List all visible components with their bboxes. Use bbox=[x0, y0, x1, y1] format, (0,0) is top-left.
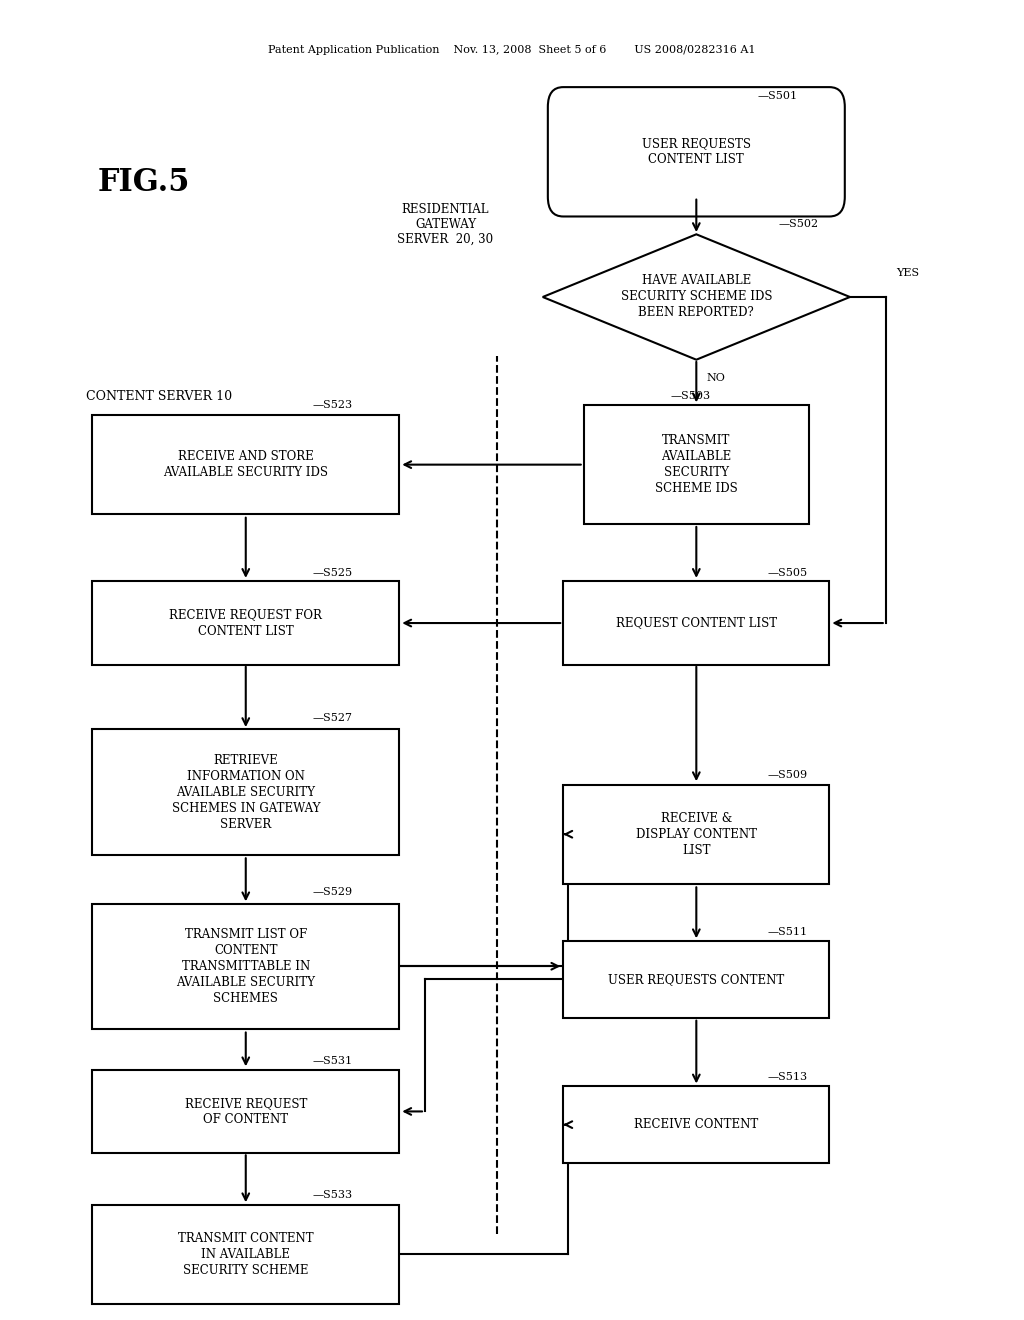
Text: FIG.5: FIG.5 bbox=[97, 166, 189, 198]
Text: RECEIVE &
DISPLAY CONTENT
LIST: RECEIVE & DISPLAY CONTENT LIST bbox=[636, 812, 757, 857]
Text: USER REQUESTS CONTENT: USER REQUESTS CONTENT bbox=[608, 973, 784, 986]
FancyBboxPatch shape bbox=[563, 581, 829, 664]
Text: —S531: —S531 bbox=[312, 1056, 352, 1067]
Text: —S505: —S505 bbox=[768, 568, 808, 578]
FancyBboxPatch shape bbox=[584, 405, 809, 524]
FancyBboxPatch shape bbox=[92, 729, 399, 855]
Text: NO: NO bbox=[707, 372, 725, 383]
Text: RECEIVE CONTENT: RECEIVE CONTENT bbox=[634, 1118, 759, 1131]
Text: —S501: —S501 bbox=[758, 91, 798, 102]
Polygon shape bbox=[543, 235, 850, 359]
FancyBboxPatch shape bbox=[563, 784, 829, 884]
FancyBboxPatch shape bbox=[92, 1204, 399, 1304]
Text: YES: YES bbox=[896, 268, 920, 279]
FancyBboxPatch shape bbox=[92, 581, 399, 664]
Text: —S527: —S527 bbox=[312, 713, 352, 723]
Text: HAVE AVAILABLE
SECURITY SCHEME IDS
BEEN REPORTED?: HAVE AVAILABLE SECURITY SCHEME IDS BEEN … bbox=[621, 275, 772, 319]
Text: —S525: —S525 bbox=[312, 568, 352, 578]
Text: RECEIVE REQUEST FOR
CONTENT LIST: RECEIVE REQUEST FOR CONTENT LIST bbox=[169, 609, 323, 638]
Text: USER REQUESTS
CONTENT LIST: USER REQUESTS CONTENT LIST bbox=[642, 137, 751, 166]
Text: —S513: —S513 bbox=[768, 1072, 808, 1082]
Text: RETRIEVE
INFORMATION ON
AVAILABLE SECURITY
SCHEMES IN GATEWAY
SERVER: RETRIEVE INFORMATION ON AVAILABLE SECURI… bbox=[171, 754, 321, 830]
Text: CONTENT SERVER 10: CONTENT SERVER 10 bbox=[86, 389, 231, 403]
Text: TRANSMIT
AVAILABLE
SECURITY
SCHEME IDS: TRANSMIT AVAILABLE SECURITY SCHEME IDS bbox=[655, 434, 737, 495]
Text: TRANSMIT LIST OF
CONTENT
TRANSMITTABLE IN
AVAILABLE SECURITY
SCHEMES: TRANSMIT LIST OF CONTENT TRANSMITTABLE I… bbox=[176, 928, 315, 1005]
FancyBboxPatch shape bbox=[92, 903, 399, 1030]
Text: RESIDENTIAL
GATEWAY
SERVER  20, 30: RESIDENTIAL GATEWAY SERVER 20, 30 bbox=[397, 203, 494, 246]
Text: —S502: —S502 bbox=[778, 219, 818, 230]
FancyBboxPatch shape bbox=[92, 1069, 399, 1154]
Text: —S509: —S509 bbox=[768, 770, 808, 780]
Text: RECEIVE REQUEST
OF CONTENT: RECEIVE REQUEST OF CONTENT bbox=[184, 1097, 307, 1126]
Text: RECEIVE AND STORE
AVAILABLE SECURITY IDS: RECEIVE AND STORE AVAILABLE SECURITY IDS bbox=[163, 450, 329, 479]
FancyBboxPatch shape bbox=[548, 87, 845, 216]
Text: Patent Application Publication    Nov. 13, 2008  Sheet 5 of 6        US 2008/028: Patent Application Publication Nov. 13, … bbox=[268, 45, 756, 55]
FancyBboxPatch shape bbox=[92, 414, 399, 513]
Text: —S503: —S503 bbox=[671, 391, 711, 401]
Text: REQUEST CONTENT LIST: REQUEST CONTENT LIST bbox=[615, 616, 777, 630]
Text: —S533: —S533 bbox=[312, 1189, 352, 1200]
Text: —S529: —S529 bbox=[312, 887, 352, 898]
Text: —S523: —S523 bbox=[312, 400, 352, 411]
Text: —S511: —S511 bbox=[768, 927, 808, 937]
FancyBboxPatch shape bbox=[563, 941, 829, 1018]
FancyBboxPatch shape bbox=[563, 1086, 829, 1163]
Text: TRANSMIT CONTENT
IN AVAILABLE
SECURITY SCHEME: TRANSMIT CONTENT IN AVAILABLE SECURITY S… bbox=[178, 1232, 313, 1276]
